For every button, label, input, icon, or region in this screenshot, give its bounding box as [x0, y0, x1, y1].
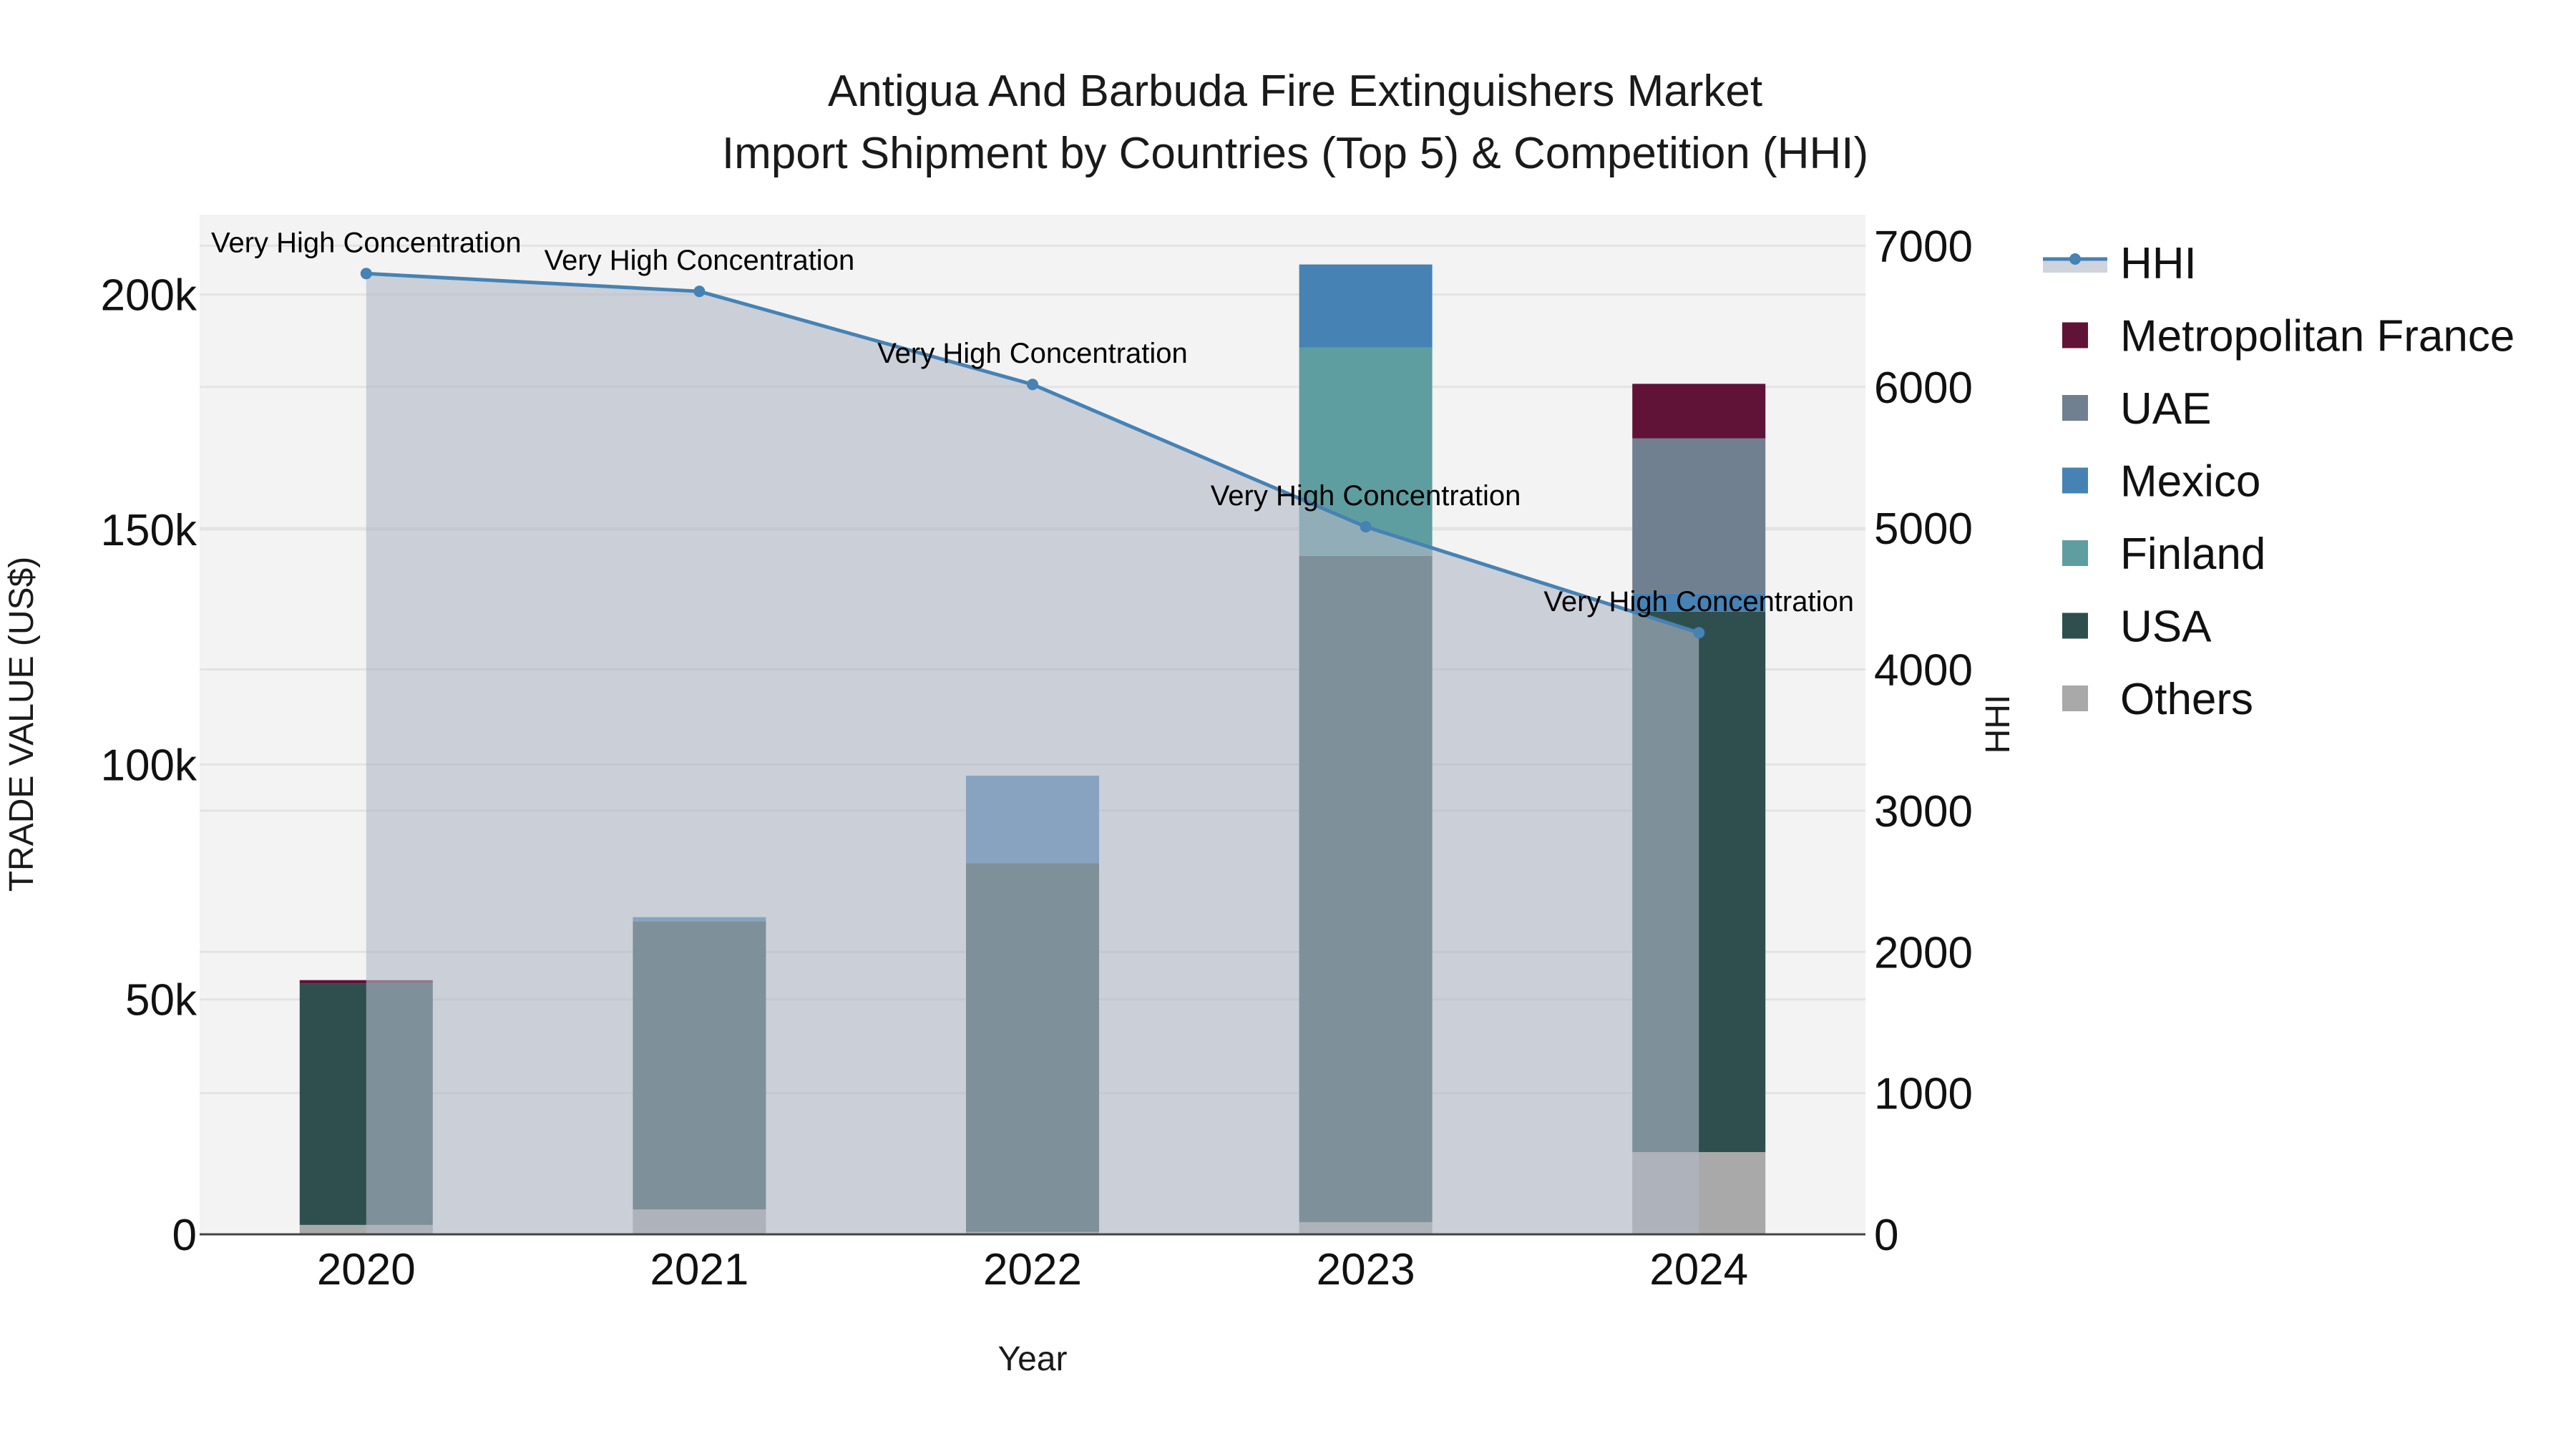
y-tick-label: 150k	[101, 506, 197, 555]
x-tick-label: 2020	[317, 1245, 416, 1294]
legend-label: Others	[2120, 675, 2253, 724]
x-axis-title: Year	[998, 1340, 1068, 1378]
hhi-fill-area	[366, 273, 1699, 1235]
hhi-annotation: Very High Concentration	[877, 338, 1188, 369]
y2-tick-label: 0	[1874, 1211, 1898, 1260]
x-axis-ticks: 2020 2021 2022 2023 2024	[317, 1245, 1748, 1294]
y2-tick-label: 4000	[1874, 646, 1973, 696]
legend-swatch-icon	[2062, 613, 2088, 639]
y-tick-label: 100k	[101, 741, 197, 790]
hhi-marker	[360, 268, 372, 280]
hhi-marker	[693, 286, 706, 298]
y-axis-ticks: 0 50k 100k 150k 200k	[101, 271, 197, 1260]
x-tick-label: 2024	[1649, 1245, 1748, 1294]
y-tick-label: 0	[172, 1211, 197, 1260]
legend-item-hhi[interactable]: HHI	[2043, 239, 2197, 288]
y-tick-label: 200k	[101, 271, 197, 321]
x-tick-label: 2021	[650, 1245, 748, 1294]
bar-segment-mexico	[1299, 264, 1433, 348]
legend-item-mexico[interactable]: Mexico	[2062, 457, 2260, 507]
hhi-annotation: Very High Concentration	[1211, 480, 1521, 512]
y2-tick-label: 2000	[1874, 928, 1973, 977]
legend-label: UAE	[2120, 384, 2211, 434]
hhi-annotation: Very High Concentration	[211, 227, 522, 258]
y2-tick-label: 3000	[1874, 787, 1973, 836]
hhi-annotations: Very High Concentration Very High Concent…	[211, 227, 1854, 618]
hhi-annotation: Very High Concentration	[1543, 586, 1854, 618]
hhi-area-fill	[366, 273, 1699, 1235]
bar-segment-metropolitan-france	[1632, 384, 1766, 439]
hhi-marker	[1027, 379, 1038, 391]
y-tick-label: 50k	[125, 976, 197, 1025]
x-tick-label: 2022	[983, 1245, 1082, 1294]
legend: HHI Metropolitan France UAE Mexico Finland US…	[2043, 239, 2514, 724]
hhi-marker	[1693, 627, 1705, 639]
legend-hhi-fill-icon	[2043, 260, 2107, 273]
y2-tick-label: 1000	[1874, 1070, 1973, 1119]
y2-axis-ticks: 0 1000 2000 3000 4000 5000 6000 7000	[1874, 222, 1973, 1260]
legend-hhi-marker-icon	[2069, 253, 2081, 265]
legend-swatch-icon	[2062, 686, 2088, 711]
chart-title: Antigua And Barbuda Fire Extinguishers M…	[828, 67, 1762, 116]
hhi-annotation: Very High Concentration	[545, 245, 855, 276]
legend-swatch-icon	[2062, 540, 2088, 566]
y2-tick-label: 5000	[1874, 504, 1973, 554]
x-tick-label: 2023	[1317, 1245, 1415, 1294]
legend-label: USA	[2120, 602, 2212, 652]
hhi-marker	[1360, 521, 1372, 533]
legend-label: Mexico	[2120, 457, 2260, 507]
legend-item-usa[interactable]: USA	[2062, 602, 2212, 652]
bar-segment-uae	[1632, 438, 1766, 594]
y2-tick-label: 7000	[1874, 222, 1973, 271]
legend-item-others[interactable]: Others	[2062, 675, 2253, 724]
y2-axis-title: HHI	[1979, 695, 2017, 754]
legend-swatch-icon	[2062, 395, 2088, 421]
legend-label: Finland	[2120, 530, 2265, 579]
y-axis-title: TRADE VALUE (US$)	[3, 557, 41, 892]
legend-label: Metropolitan France	[2120, 312, 2514, 361]
y2-tick-label: 6000	[1874, 364, 1973, 413]
legend-label: HHI	[2120, 239, 2197, 288]
hhi-line-series	[360, 268, 1705, 639]
legend-swatch-icon	[2062, 467, 2088, 494]
chart-subtitle: Import Shipment by Countries (Top 5) & C…	[722, 129, 1868, 178]
legend-item-metropolitan-france[interactable]: Metropolitan France	[2062, 312, 2514, 361]
bar-segment-mexico	[1632, 593, 1766, 612]
legend-swatch-icon	[2062, 322, 2088, 348]
legend-item-finland[interactable]: Finland	[2062, 530, 2265, 579]
legend-item-uae[interactable]: UAE	[2062, 384, 2211, 434]
